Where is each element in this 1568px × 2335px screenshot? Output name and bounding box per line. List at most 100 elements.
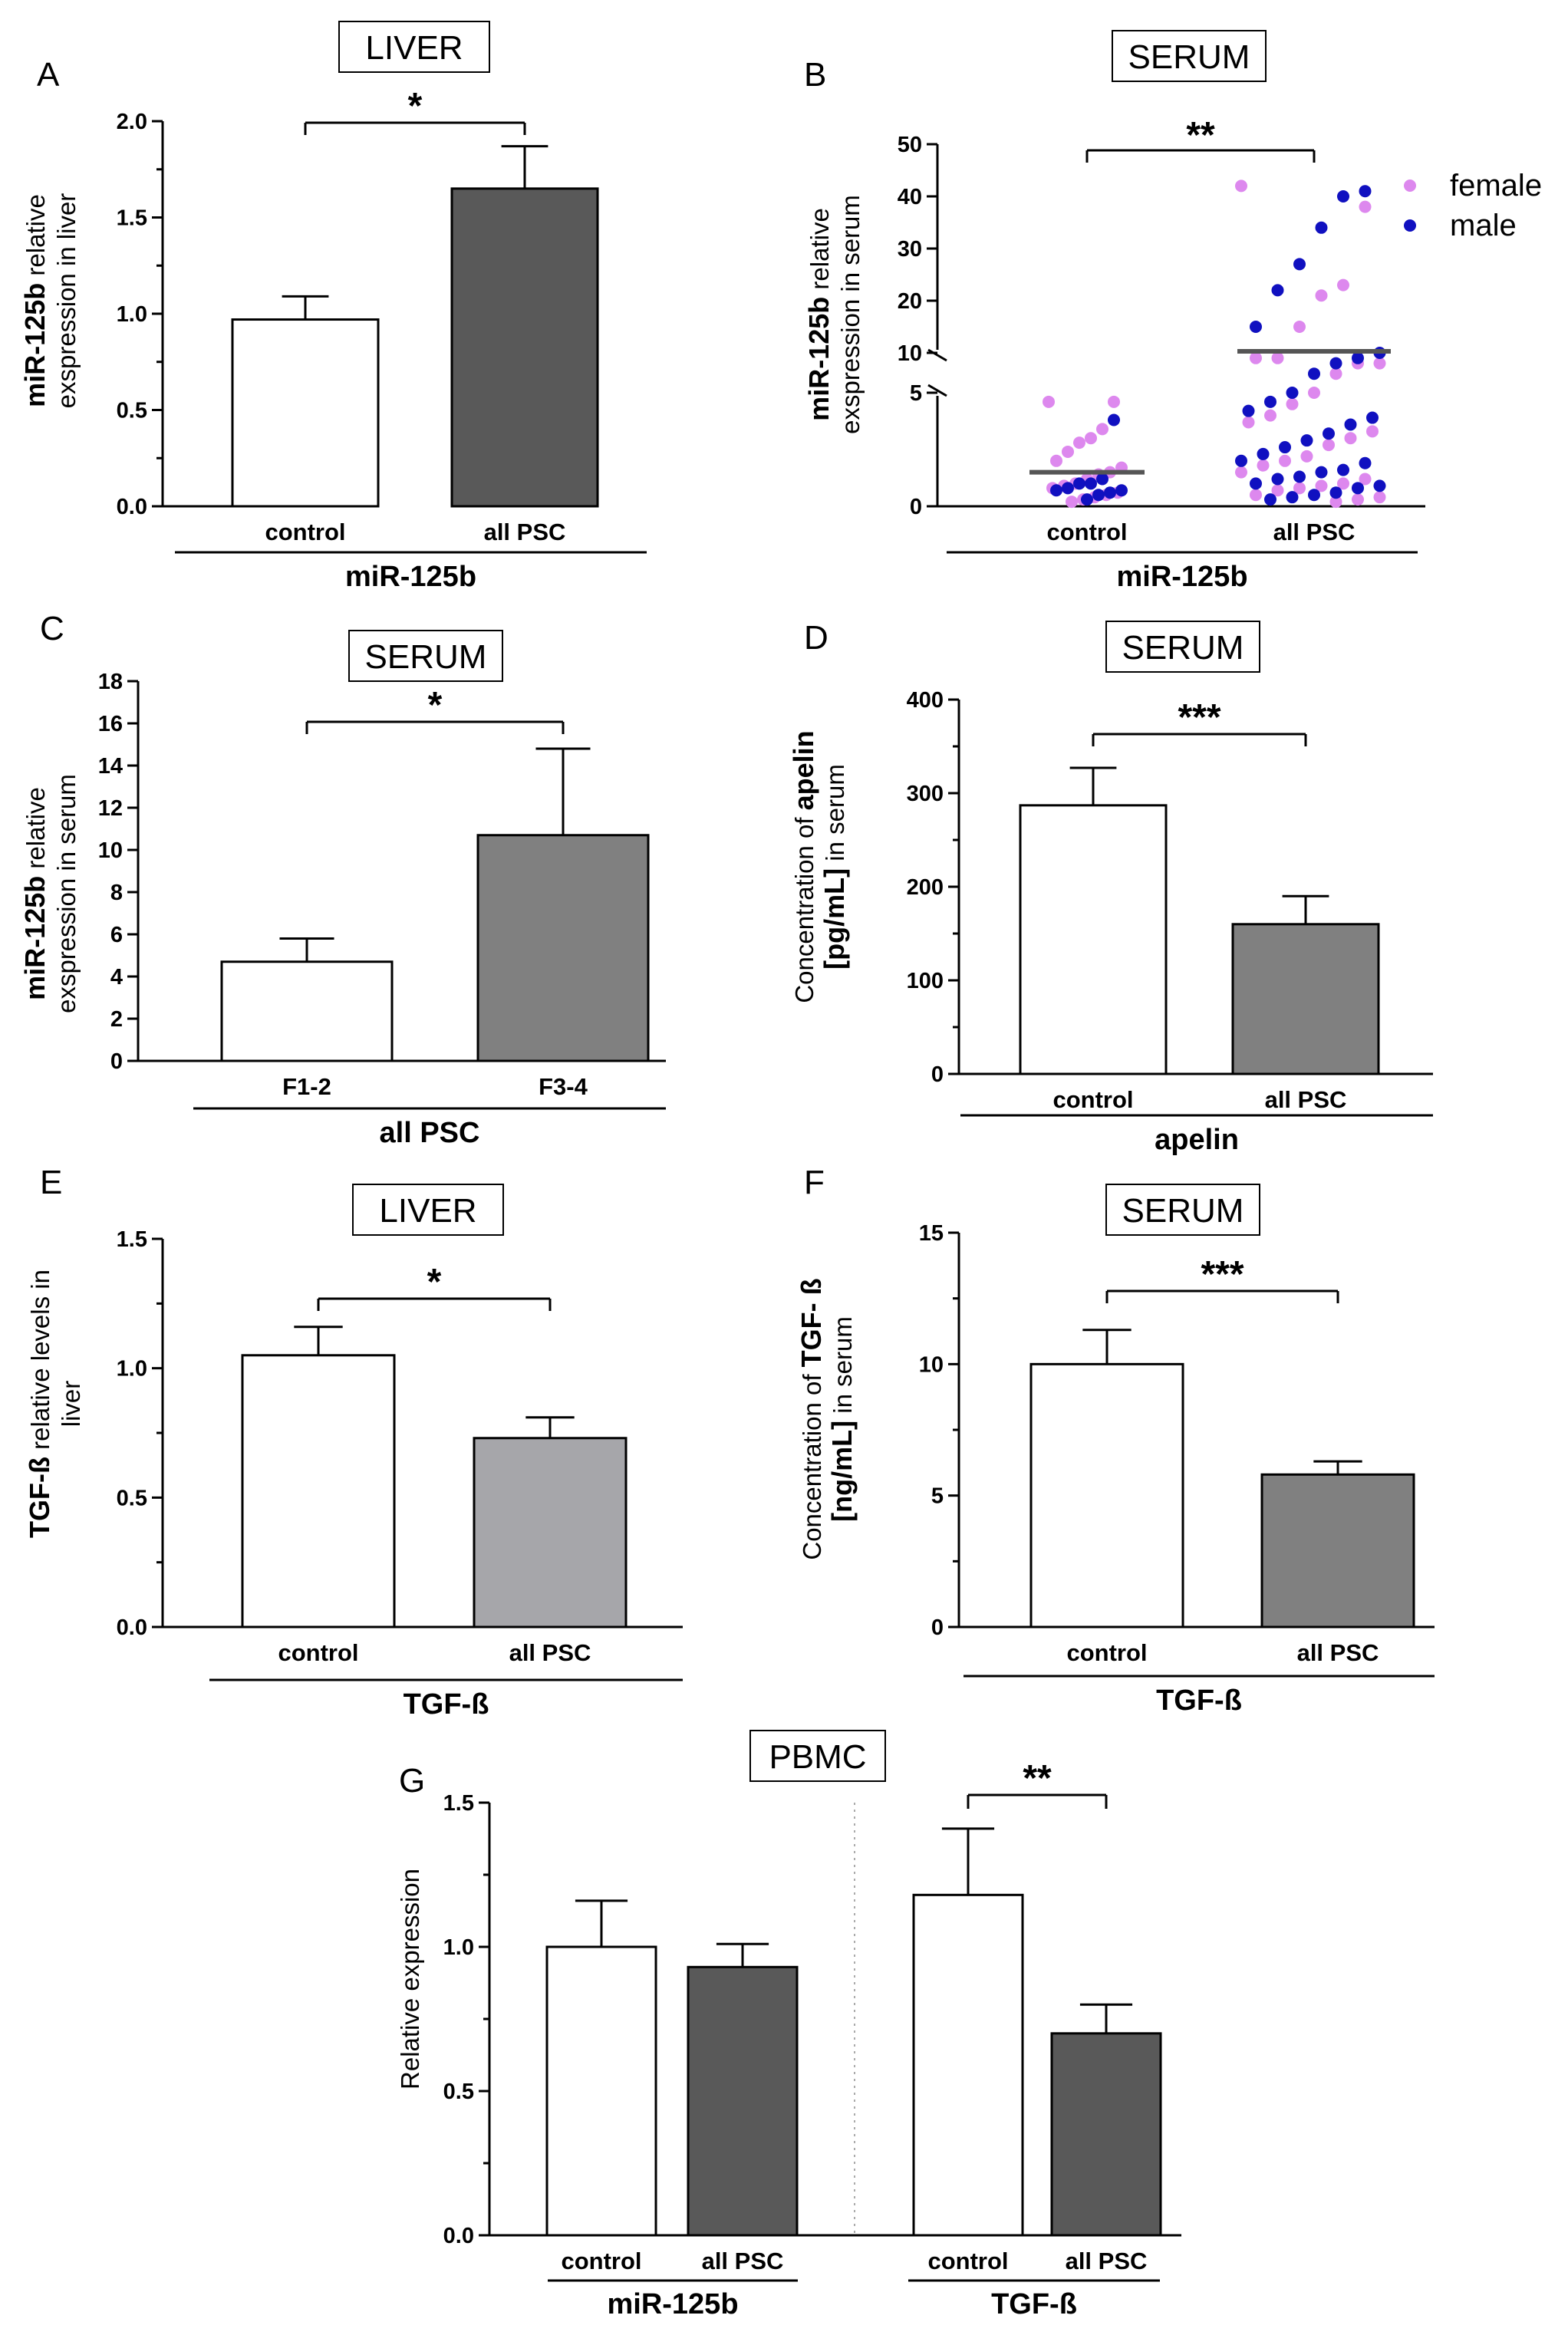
svg-text:miR-125b relative: miR-125b relative [19,787,51,1000]
pg-bar [545,1945,657,2237]
pc-ytick-label: 2 [110,1007,123,1032]
pb-point-male [1315,466,1328,479]
pd-ytick-label: 200 [907,875,944,900]
pb-point-male [1108,413,1120,426]
pb-point-male [1085,477,1097,490]
pb-point-male [1323,427,1335,440]
pg-group-label: TGF-ß [991,2288,1077,2320]
pf-ytick-label: 5 [931,1484,944,1509]
pb-point-female [1257,459,1270,472]
pb-ytick-label: 5 [910,381,922,406]
ylabel-d-line2: [pg/mL] [819,868,850,970]
ylabel-b-rest: relative [805,208,834,297]
pb-point-female [1085,432,1097,445]
pa-ytick-label: 2.0 [117,110,147,134]
pb-point-male [1293,258,1306,271]
pb-point-male [1264,493,1276,506]
pc-ytick-label: 0 [110,1049,123,1074]
pb-point-female [1359,473,1372,486]
pb-point-female [1235,179,1247,193]
tissue-label-g-text: PBMC [769,1738,866,1776]
pb-point-male [1096,473,1108,486]
pb-ytick-label: 0 [910,495,922,519]
pe-ytick-label: 0.5 [117,1486,147,1510]
panel-letter-d: D [804,619,828,657]
pb-point-male [1242,404,1255,417]
tissue-label-f: SERUM [1105,1184,1260,1236]
pb-point-male [1366,411,1379,424]
panel-letter-e: E [40,1164,62,1201]
pb-point-male [1373,479,1386,492]
ylabel-c-rest: relative [21,787,50,876]
pc-bar [476,834,650,1062]
ylabel-e-line2: liver [57,1381,85,1428]
pa-ytick-label: 1.5 [117,206,147,231]
tissue-label-g: PBMC [749,1730,886,1782]
pf-ytick-label: 0 [931,1615,944,1640]
pb-point-female [1329,496,1342,509]
pb-point-female [1279,454,1291,467]
ylabel-f-line2: [ng/mL] [826,1421,858,1522]
tissue-label-b-text: SERUM [1128,38,1250,76]
pg-ytick-label: 1.5 [443,1791,474,1816]
pa-bar [231,318,380,508]
panel-letter-b: B [804,56,826,94]
ylabel-d-pre: Concentration of [790,810,819,1003]
ylabel-d-line2-rest: in serum [821,764,849,868]
pd-group-label: apelin [1155,1124,1239,1156]
pb-point-female [1108,395,1120,408]
pb-point-female [1359,200,1372,213]
pa-ytick-label: 0.0 [117,495,147,519]
pb-point-male [1359,456,1372,469]
pc-ytick-label: 10 [98,838,123,863]
tissue-label-c-text: SERUM [365,638,487,676]
pd-category-label: all PSC [1265,1086,1347,1113]
pd-ytick-label: 0 [931,1062,944,1087]
pc-ytick-label: 8 [110,881,123,905]
pb-point-male [1235,454,1247,467]
tissue-label-c: SERUM [348,630,503,682]
pg-ytick-label: 0.5 [443,2080,474,2104]
pd-ytick-label: 100 [907,969,944,993]
pg-significance: ** [1023,1758,1052,1799]
pb-point-male [1115,484,1128,497]
pb-point-male [1329,486,1342,499]
pc-ytick-label: 4 [110,965,123,990]
pd-bar [1231,923,1380,1075]
pc-significance: * [428,685,443,726]
pe-bar [241,1354,396,1629]
pb-point-female [1366,425,1379,438]
pf-ytick-label: 10 [919,1352,944,1377]
ylabel-c-bold: miR-125b [19,876,51,1000]
pb-point-male [1104,486,1116,499]
pb-point-male [1050,484,1062,497]
pb-point-male [1271,284,1284,297]
tissue-label-e: LIVER [352,1184,504,1236]
pc-ytick-label: 12 [98,796,123,821]
pb-point-male [1092,489,1105,502]
pb-point-male [1257,447,1270,460]
pb-point-female [1250,351,1262,364]
pg-category-label: all PSC [1066,2248,1148,2274]
pb-category-label: all PSC [1273,519,1356,545]
pb-point-female [1073,436,1085,450]
tissue-label-b: SERUM [1112,30,1267,82]
pb-point-female [1293,482,1306,495]
pb-significance: ** [1186,115,1215,156]
pg-bar [1050,2032,1162,2237]
pc-group-label: all PSC [380,1117,480,1149]
svg-text:[pg/mL] in serum: [pg/mL] in serum [819,764,850,970]
tissue-label-e-text: LIVER [379,1192,476,1230]
tissue-label-d-text: SERUM [1122,629,1244,667]
pg-category-label: all PSC [702,2248,784,2274]
pb-ytick-label: 30 [898,237,922,262]
pa-ytick-label: 0.5 [117,399,147,423]
pd-ytick-label: 400 [907,688,944,713]
pa-significance: * [408,86,423,127]
pb-point-male [1279,441,1291,454]
ylabel-f-line2-rest: in serum [828,1316,857,1421]
pb-point-female [1315,289,1328,302]
pb-point-female [1096,423,1108,436]
ylabel-g: Relative expression [396,1869,424,2090]
